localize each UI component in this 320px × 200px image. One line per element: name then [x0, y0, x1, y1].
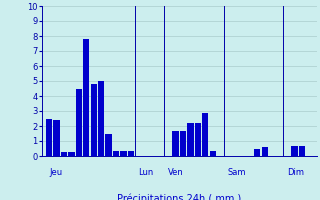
Bar — [105, 134, 112, 156]
Bar — [61, 152, 67, 156]
Bar — [76, 88, 82, 156]
Bar — [68, 152, 75, 156]
Bar — [210, 151, 216, 156]
Text: Précipitations 24h ( mm ): Précipitations 24h ( mm ) — [117, 194, 241, 200]
Bar — [120, 151, 127, 156]
Bar — [91, 84, 97, 156]
Bar — [299, 146, 305, 156]
Bar — [53, 120, 60, 156]
Bar — [172, 130, 179, 156]
Bar — [83, 39, 89, 156]
Bar — [261, 147, 268, 156]
Text: Jeu: Jeu — [49, 168, 62, 177]
Text: Lun: Lun — [138, 168, 154, 177]
Text: Dim: Dim — [287, 168, 304, 177]
Bar — [291, 146, 298, 156]
Text: Ven: Ven — [168, 168, 184, 177]
Bar — [254, 148, 260, 156]
Bar — [128, 151, 134, 156]
Bar — [46, 118, 52, 156]
Text: Sam: Sam — [228, 168, 246, 177]
Bar — [113, 151, 119, 156]
Bar — [195, 123, 201, 156]
Bar — [98, 81, 104, 156]
Bar — [187, 123, 194, 156]
Bar — [202, 112, 208, 156]
Bar — [180, 130, 186, 156]
